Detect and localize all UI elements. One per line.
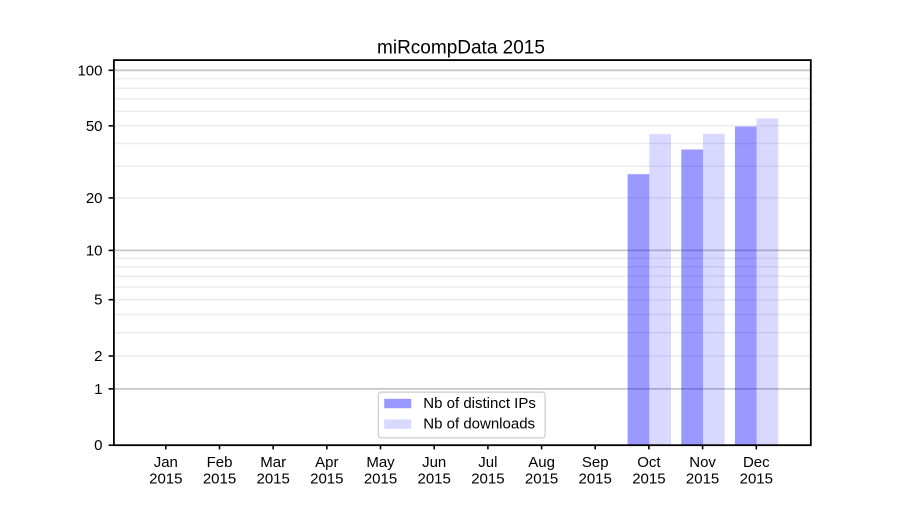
svg-text:20: 20	[86, 190, 103, 207]
svg-text:Dec: Dec	[743, 454, 770, 471]
svg-text:Nb of downloads: Nb of downloads	[423, 416, 535, 433]
svg-text:50: 50	[86, 118, 103, 135]
svg-text:2015: 2015	[632, 470, 665, 487]
svg-text:Jun: Jun	[422, 454, 446, 471]
svg-text:Jan: Jan	[154, 454, 178, 471]
svg-text:miRcompData 2015: miRcompData 2015	[377, 37, 545, 58]
svg-text:2: 2	[94, 348, 102, 365]
svg-text:Mar: Mar	[260, 454, 286, 471]
svg-text:5: 5	[94, 292, 102, 309]
svg-text:2015: 2015	[471, 470, 504, 487]
svg-text:0: 0	[94, 437, 102, 454]
svg-text:Feb: Feb	[207, 454, 233, 471]
svg-text:10: 10	[86, 242, 103, 259]
svg-text:2015: 2015	[310, 470, 343, 487]
svg-text:2015: 2015	[686, 470, 719, 487]
svg-text:Jul: Jul	[478, 454, 497, 471]
svg-text:2015: 2015	[418, 470, 451, 487]
svg-text:Nb of distinct IPs: Nb of distinct IPs	[423, 395, 536, 412]
svg-text:2015: 2015	[364, 470, 397, 487]
svg-text:Sep: Sep	[582, 454, 609, 471]
svg-text:1: 1	[94, 381, 102, 398]
svg-text:Apr: Apr	[315, 454, 338, 471]
svg-text:Aug: Aug	[528, 454, 555, 471]
svg-text:2015: 2015	[740, 470, 773, 487]
svg-text:Oct: Oct	[637, 454, 661, 471]
svg-text:2015: 2015	[525, 470, 558, 487]
svg-text:2015: 2015	[203, 470, 236, 487]
svg-text:May: May	[366, 454, 395, 471]
svg-text:2015: 2015	[579, 470, 612, 487]
svg-text:2015: 2015	[149, 470, 182, 487]
svg-text:100: 100	[77, 62, 102, 79]
svg-text:2015: 2015	[257, 470, 290, 487]
svg-text:Nov: Nov	[689, 454, 716, 471]
